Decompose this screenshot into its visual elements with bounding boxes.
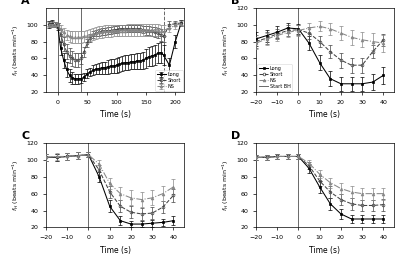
Legend: Long, Short, NS, Start BH: Long, Short, NS, Start BH: [257, 64, 292, 91]
Y-axis label: $f_H$ (beats min$^{-1}$): $f_H$ (beats min$^{-1}$): [11, 159, 21, 211]
Text: B: B: [231, 0, 240, 6]
X-axis label: Time (s): Time (s): [310, 111, 340, 120]
X-axis label: Time (s): Time (s): [100, 246, 130, 255]
Text: C: C: [21, 131, 29, 141]
Y-axis label: $f_H$ (beats min$^{-1}$): $f_H$ (beats min$^{-1}$): [221, 24, 231, 76]
Text: A: A: [21, 0, 30, 6]
X-axis label: Time (s): Time (s): [310, 246, 340, 255]
Legend: Long, Short, NS: Long, Short, NS: [155, 70, 183, 91]
Text: D: D: [231, 131, 240, 141]
Y-axis label: $f_H$ (beats min$^{-1}$): $f_H$ (beats min$^{-1}$): [221, 159, 231, 211]
X-axis label: Time (s): Time (s): [100, 111, 130, 120]
Y-axis label: $f_H$ (beats min$^{-1}$): $f_H$ (beats min$^{-1}$): [11, 24, 21, 76]
